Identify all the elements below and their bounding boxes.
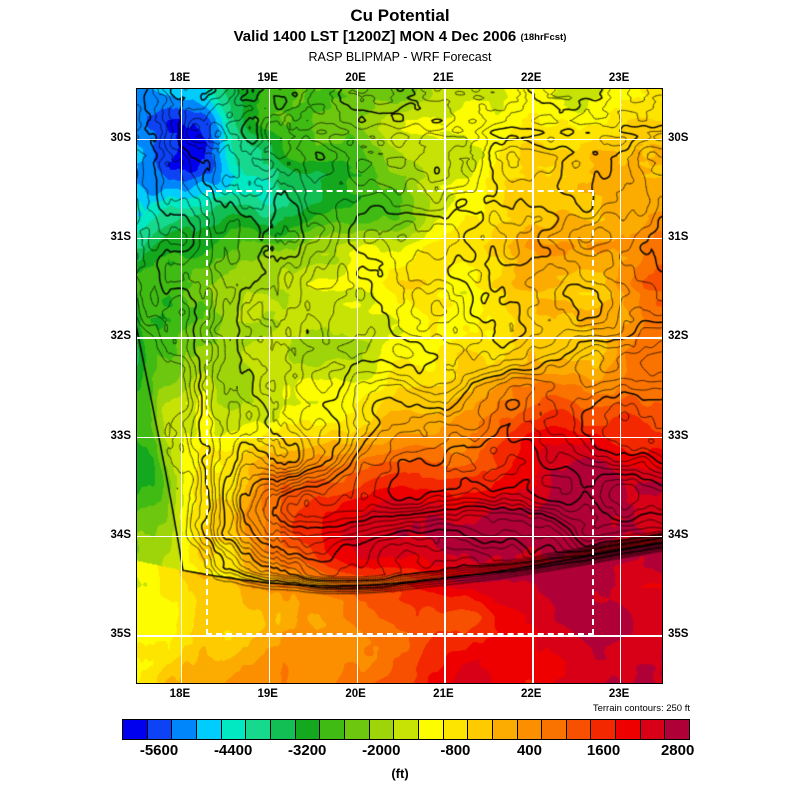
axis-label-left-30S: 30S bbox=[110, 131, 131, 144]
colorbar-tick--800: -800 bbox=[440, 742, 471, 759]
colorbar-swatch-10 bbox=[369, 720, 395, 739]
colorbar-swatch-1 bbox=[147, 720, 173, 739]
colorbar-swatch-13 bbox=[443, 720, 469, 739]
colorbar-units-label: (ft) bbox=[391, 766, 409, 781]
axis-label-top-23E: 23E bbox=[608, 72, 630, 84]
colorbar-tick-400: 400 bbox=[516, 742, 542, 759]
forecast-hour-tag: (18hrFcst) bbox=[520, 32, 567, 43]
colorbar-swatch-11 bbox=[394, 720, 419, 739]
page-title: Cu Potential bbox=[350, 6, 450, 25]
axis-label-right-30S: 30S bbox=[668, 131, 689, 144]
model-source-line: RASP BLIPMAP - WRF Forecast bbox=[308, 50, 492, 64]
colorbar-tick--2000: -2000 bbox=[362, 742, 401, 759]
axis-label-top-20E: 20E bbox=[345, 72, 366, 84]
colorbar-swatch-8 bbox=[320, 720, 345, 739]
colorbar-swatch-14 bbox=[468, 720, 493, 739]
axis-label-left-33S: 33S bbox=[110, 429, 131, 442]
colorbar-swatch-3 bbox=[196, 720, 222, 739]
colorbar-swatch-18 bbox=[566, 720, 592, 739]
valid-time-text: Valid 1400 LST [1200Z] MON 4 Dec 2006 bbox=[233, 28, 517, 45]
axis-label-left-32S: 32S bbox=[110, 330, 131, 343]
axis-label-left-34S: 34S bbox=[110, 529, 131, 541]
axis-label-bottom-22E: 22E bbox=[521, 688, 542, 700]
colorbar-swatch-16 bbox=[517, 720, 543, 739]
axis-label-right-31S: 31S bbox=[668, 231, 689, 243]
axis-label-bottom-23E: 23E bbox=[608, 688, 630, 700]
colorbar-tick--5600: -5600 bbox=[139, 742, 179, 759]
axis-label-right-33S: 33S bbox=[668, 429, 689, 442]
axis-label-left-35S: 35S bbox=[110, 628, 131, 641]
colorbar-tick-2800: 2800 bbox=[660, 742, 695, 759]
colorbar-swatch-6 bbox=[270, 720, 296, 739]
title-block: Cu Potential Valid 1400 LST [1200Z] MON … bbox=[0, 0, 800, 66]
axis-label-top-21E: 21E bbox=[433, 72, 454, 84]
colorbar-swatch-12 bbox=[418, 720, 444, 739]
colorbar-swatch-9 bbox=[344, 720, 370, 739]
colorbar-swatch-4 bbox=[221, 720, 247, 739]
colorbar-tick-labels: -5600 -4400 -3200 -2000 -800 400 1600 2800 bbox=[122, 742, 694, 762]
colorbar-swatch-22 bbox=[665, 720, 690, 739]
axis-label-bottom-19E: 19E bbox=[257, 688, 278, 700]
axis-label-top-19E: 19E bbox=[257, 72, 278, 84]
forecast-map[interactable] bbox=[136, 88, 663, 684]
valid-time-line: Valid 1400 LST [1200Z] MON 4 Dec 2006 (1… bbox=[0, 27, 800, 47]
colorbar-swatch-0 bbox=[123, 720, 148, 739]
colorbar-swatch-2 bbox=[172, 720, 197, 739]
colorbar-tick--4400: -4400 bbox=[213, 742, 253, 759]
colorbar-swatch-21 bbox=[640, 720, 666, 739]
axis-label-top-22E: 22E bbox=[521, 72, 542, 84]
colorbar-swatch-19 bbox=[591, 720, 617, 739]
colorbar-tick-1600: 1600 bbox=[586, 742, 621, 759]
axis-label-top-18E: 18E bbox=[169, 72, 191, 84]
axis-label-bottom-18E: 18E bbox=[169, 688, 191, 700]
axis-label-right-34S: 34S bbox=[668, 529, 689, 541]
colorbar-tick--3200: -3200 bbox=[288, 742, 327, 759]
map-raster bbox=[137, 89, 662, 683]
colorbar-swatch-15 bbox=[492, 720, 518, 739]
axis-label-left-31S: 31S bbox=[110, 231, 131, 243]
colorbar[interactable] bbox=[122, 719, 690, 740]
colorbar-swatch-20 bbox=[616, 720, 641, 739]
axis-label-bottom-21E: 21E bbox=[433, 688, 454, 700]
colorbar-swatch-7 bbox=[295, 720, 321, 739]
terrain-contour-note: Terrain contours: 250 ft bbox=[592, 703, 690, 714]
axis-label-right-35S: 35S bbox=[668, 628, 689, 641]
axis-label-bottom-20E: 20E bbox=[345, 688, 366, 700]
colorbar-swatch-5 bbox=[246, 720, 271, 739]
colorbar-swatch-17 bbox=[542, 720, 567, 739]
axis-label-right-32S: 32S bbox=[668, 330, 689, 343]
colorbar-swatches bbox=[122, 719, 690, 740]
